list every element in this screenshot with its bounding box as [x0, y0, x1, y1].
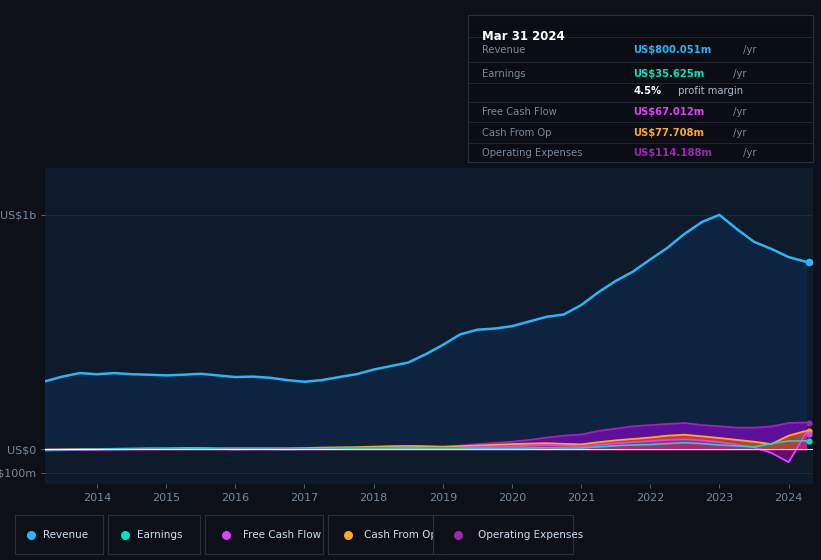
- Text: /yr: /yr: [730, 107, 747, 117]
- Text: Earnings: Earnings: [482, 69, 525, 79]
- Point: [118, 530, 131, 539]
- Text: Revenue: Revenue: [44, 530, 89, 540]
- Point: [25, 530, 38, 539]
- Text: Operating Expenses: Operating Expenses: [482, 148, 582, 158]
- Text: /yr: /yr: [740, 148, 756, 158]
- Point: [803, 427, 816, 436]
- Text: US$35.625m: US$35.625m: [634, 69, 705, 79]
- Text: Operating Expenses: Operating Expenses: [478, 530, 583, 540]
- Text: /yr: /yr: [740, 45, 756, 55]
- Text: Mar 31 2024: Mar 31 2024: [482, 30, 565, 43]
- Text: Cash From Op: Cash From Op: [482, 128, 551, 138]
- Text: US$67.012m: US$67.012m: [634, 107, 705, 117]
- Point: [452, 530, 465, 539]
- Text: US$114.188m: US$114.188m: [634, 148, 713, 158]
- Point: [803, 429, 816, 438]
- Point: [803, 436, 816, 445]
- Text: US$800.051m: US$800.051m: [634, 45, 712, 55]
- Text: profit margin: profit margin: [675, 86, 743, 96]
- Text: Free Cash Flow: Free Cash Flow: [243, 530, 321, 540]
- Point: [342, 530, 355, 539]
- Text: Free Cash Flow: Free Cash Flow: [482, 107, 557, 117]
- Text: 4.5%: 4.5%: [634, 86, 662, 96]
- Point: [220, 530, 233, 539]
- Text: Earnings: Earnings: [137, 530, 183, 540]
- Point: [803, 418, 816, 427]
- Point: [803, 257, 816, 266]
- Text: Revenue: Revenue: [482, 45, 525, 55]
- Text: /yr: /yr: [730, 128, 747, 138]
- Text: /yr: /yr: [730, 69, 747, 79]
- Text: Cash From Op: Cash From Op: [364, 530, 437, 540]
- Text: US$77.708m: US$77.708m: [634, 128, 704, 138]
